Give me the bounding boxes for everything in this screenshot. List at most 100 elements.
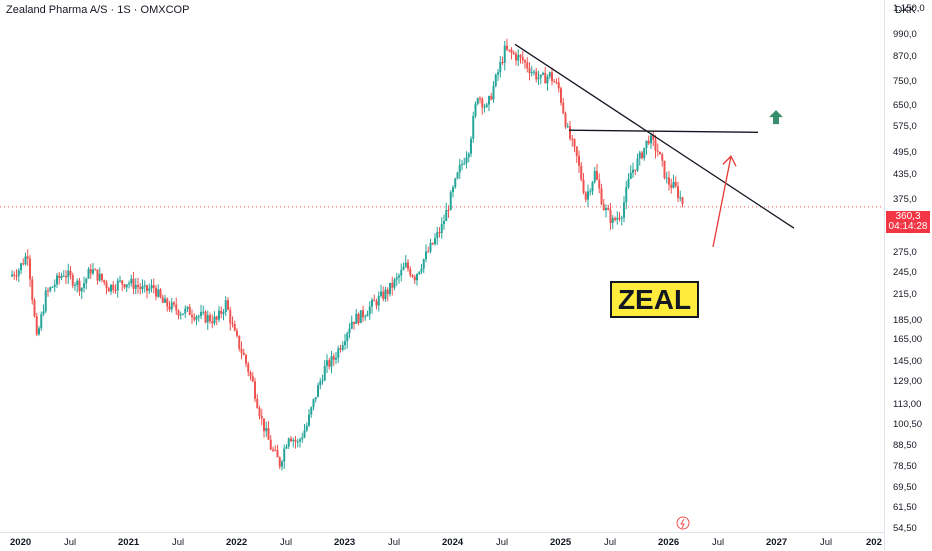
candle-body (110, 284, 112, 292)
candle-body (209, 315, 211, 322)
candle-body (566, 126, 569, 128)
time-scale[interactable]: 2020 Jul 2021 Jul 2022 Jul 2023 Jul 2024 Jul 2025 J… (0, 532, 884, 551)
candle-body (418, 271, 421, 274)
candle-body (578, 155, 580, 166)
candle-body (164, 298, 166, 303)
candle-body (517, 55, 520, 61)
candle-body (330, 356, 333, 367)
candle-body (231, 323, 234, 325)
candle-body (161, 297, 164, 303)
candle-body (119, 280, 121, 282)
time-tick-label: 2026 (658, 537, 680, 548)
candle-body (607, 207, 610, 211)
candle-body (258, 407, 261, 417)
candle-body (125, 284, 128, 288)
price-tick-label: 870,0 (893, 50, 917, 62)
candle-body (58, 275, 61, 279)
candle-body (454, 178, 457, 188)
candle-body (143, 285, 146, 287)
candle-body (623, 202, 625, 218)
candle-body (195, 316, 198, 320)
candle-body (539, 74, 542, 78)
candle-body (256, 398, 259, 408)
candle-body (364, 316, 367, 318)
candle-body (317, 385, 319, 398)
candle-body (71, 275, 74, 286)
candle-body (328, 360, 331, 367)
current-price-value: 360,3 (895, 211, 921, 222)
candle-body (443, 221, 445, 225)
candle-body (105, 282, 108, 289)
candle-body (632, 169, 634, 173)
candle-body (20, 263, 22, 271)
candle-body (303, 430, 306, 438)
candle-body (296, 441, 299, 443)
candle-body (166, 298, 169, 307)
price-tick-label: 245,0 (893, 266, 917, 278)
candle-body (229, 309, 232, 324)
candle-body (184, 308, 187, 314)
candle-body (490, 96, 493, 100)
candle-body (465, 157, 468, 164)
candle-body (391, 282, 394, 288)
candle-body (488, 96, 490, 105)
candle-body (409, 268, 412, 276)
candle-body (652, 135, 655, 140)
candle-body (346, 333, 349, 342)
candle-body (485, 104, 488, 107)
time-tick-label: 202 (866, 537, 882, 548)
candle-body (584, 192, 587, 200)
candle-body (627, 178, 630, 188)
candle-body (182, 313, 184, 315)
candle-body (467, 153, 470, 158)
candle-body (483, 106, 486, 108)
event-marker-ring (676, 516, 690, 530)
candle-body (614, 218, 616, 220)
candle-body (26, 256, 29, 259)
candle-body (335, 357, 337, 360)
red-arrow-shaft (712, 156, 732, 248)
candle-body (434, 238, 436, 245)
candle-body (211, 321, 214, 324)
price-tick-label: 575,0 (893, 121, 917, 133)
candle-body (422, 259, 425, 269)
candle-body (101, 273, 103, 281)
candle-body (222, 312, 225, 314)
candle-body (386, 289, 389, 295)
zeal-label-box[interactable]: ZEAL (610, 281, 699, 318)
candle-body (476, 98, 479, 105)
candle-body (659, 151, 661, 155)
candle-body (294, 439, 297, 442)
time-tick-label: Jul (172, 537, 185, 548)
candle-body (553, 81, 556, 83)
candle-body (650, 135, 652, 144)
price-tick-label: 165,00 (893, 334, 923, 346)
candle-body (407, 262, 409, 269)
candle-body (681, 197, 684, 205)
candle-body (506, 45, 508, 50)
candle-body (204, 311, 207, 323)
candle-body (251, 375, 254, 382)
candle-body (638, 152, 641, 159)
candle-body (458, 164, 461, 173)
candle-body (137, 284, 139, 287)
candle-body (197, 316, 200, 318)
time-tick-label: 2027 (766, 537, 788, 548)
candle-body (515, 53, 517, 61)
candle-body (94, 269, 97, 271)
candle-body (238, 335, 241, 349)
time-tick-label: Jul (388, 537, 401, 548)
candle-body (242, 352, 245, 355)
candle-body (53, 284, 56, 287)
candle-body (321, 380, 324, 382)
candle-body (645, 140, 648, 148)
price-tick-label: 100,50 (893, 418, 923, 430)
candle-body (92, 269, 94, 274)
price-scale[interactable]: DKK 1.150,0 990,0 870,0 750,0 650,0 575,0 495,… (884, 0, 932, 550)
candle-body (569, 126, 571, 139)
candle-body (245, 354, 247, 364)
candle-body (69, 270, 72, 276)
candle-body (65, 275, 67, 278)
candle-body (249, 372, 252, 376)
